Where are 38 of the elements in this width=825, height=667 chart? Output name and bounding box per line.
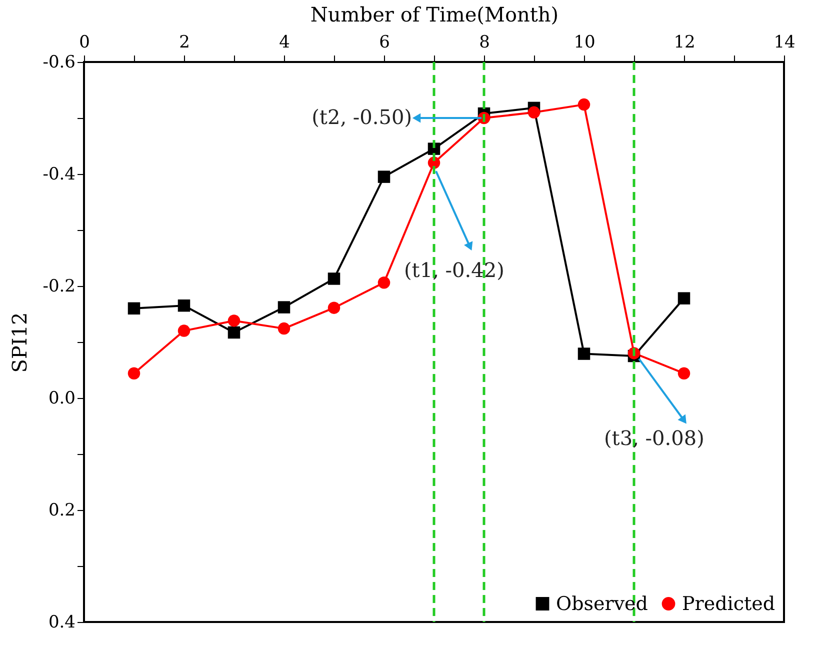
x-axis-title: Number of Time(Month) [310, 2, 559, 26]
point [528, 106, 540, 119]
legend-label: Predicted [682, 592, 776, 615]
annotation: (t3, -0.08) [604, 426, 704, 450]
y-tick-label: -0.2 [42, 276, 76, 296]
point [578, 98, 590, 111]
point [278, 301, 290, 314]
x-tick-label: 14 [774, 32, 796, 52]
y-tick-label: -0.4 [42, 164, 76, 184]
point [178, 324, 190, 337]
x-tick-label: 4 [279, 32, 290, 52]
point [578, 348, 590, 360]
x-tick-label: 0 [79, 32, 90, 52]
y-tick-label: -0.6 [42, 52, 76, 72]
point [378, 276, 390, 289]
point [328, 272, 340, 285]
legend-label: Observed [556, 592, 648, 615]
point [278, 322, 290, 335]
x-tick-label: 12 [674, 32, 696, 52]
x-tick-label: 8 [479, 32, 490, 52]
y-tick-label: 0.2 [48, 500, 76, 520]
x-tick-label: 10 [574, 32, 596, 52]
point [678, 292, 690, 304]
point [228, 314, 240, 327]
annotation: (t1, -0.42) [404, 258, 504, 282]
point [228, 326, 240, 339]
point [678, 367, 690, 380]
point [128, 367, 140, 380]
annotation: (t2, -0.50) [312, 105, 412, 129]
y-tick-label: 0.4 [48, 612, 76, 632]
y-tick-label: 0.0 [48, 388, 76, 408]
x-tick-label: 6 [379, 32, 390, 52]
point [178, 299, 190, 312]
y-axis-title: SPI12 [8, 312, 32, 373]
point [328, 302, 340, 314]
point [378, 170, 390, 183]
x-tick-label: 2 [179, 32, 190, 52]
point [128, 302, 140, 315]
